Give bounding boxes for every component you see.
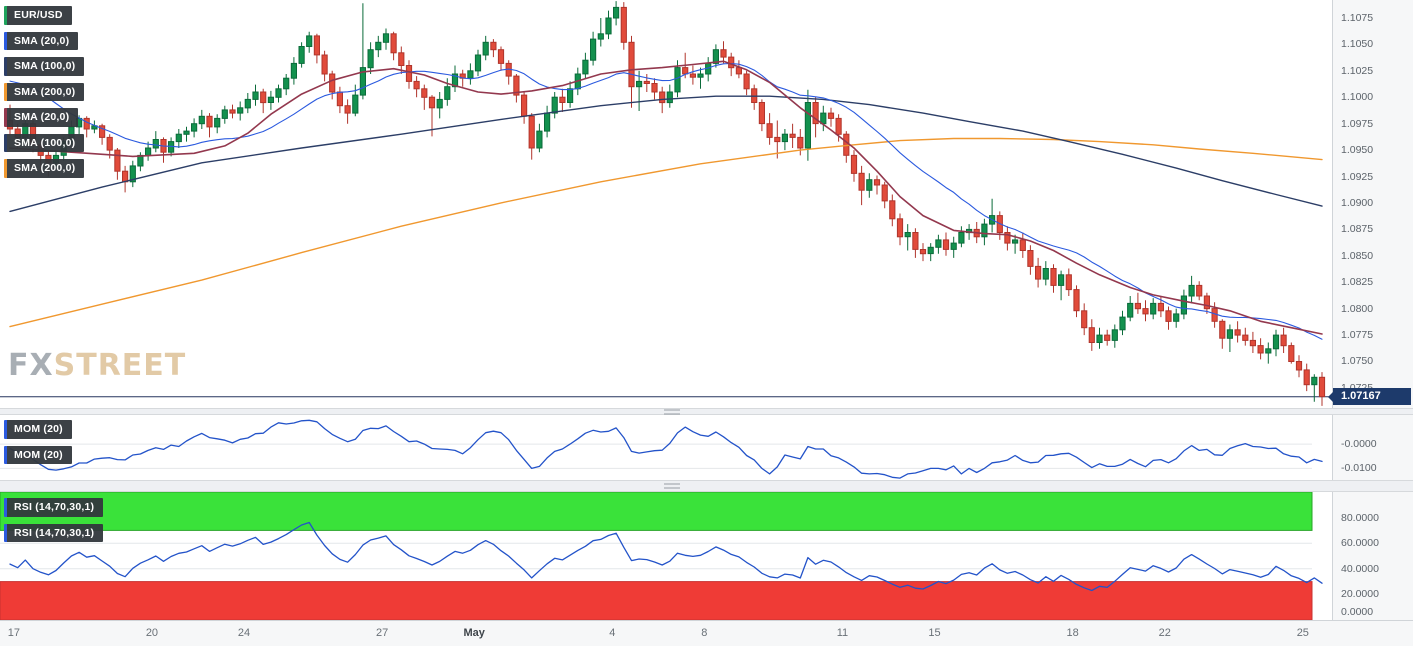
sma-200-badge[interactable]: SMA (200,0): [4, 82, 85, 101]
sma-20-badge[interactable]: SMA (20,0): [4, 31, 79, 50]
rsi-badge[interactable]: RSI (14,70,30,1): [4, 498, 104, 517]
price-axis[interactable]: [1332, 0, 1413, 620]
mom-badge[interactable]: MOM (20): [4, 420, 72, 439]
mom-badge-2[interactable]: MOM (20): [4, 445, 72, 464]
resize-grip-icon[interactable]: [664, 409, 680, 414]
time-axis[interactable]: [0, 620, 1413, 646]
fxstreet-watermark: FXSTREET: [8, 348, 186, 383]
rsi-legend: RSI (14,70,30,1) RSI (14,70,30,1): [4, 498, 104, 542]
resize-grip-icon[interactable]: [664, 483, 680, 489]
symbol-badge[interactable]: EUR/USD: [4, 6, 72, 25]
price-legend: EUR/USD SMA (20,0) SMA (100,0) SMA (200,…: [4, 6, 85, 178]
sma-20-badge-2[interactable]: SMA (20,0): [4, 108, 79, 127]
panel-divider-rsi[interactable]: [0, 480, 1413, 492]
sma-200-badge-2[interactable]: SMA (200,0): [4, 159, 85, 178]
watermark-street: STREET: [53, 348, 187, 383]
sma-100-badge-2[interactable]: SMA (100,0): [4, 133, 85, 152]
sma-100-badge[interactable]: SMA (100,0): [4, 57, 85, 76]
watermark-fx: FX: [8, 348, 54, 383]
momentum-legend: MOM (20) MOM (20): [4, 420, 72, 464]
current-price-badge: 1.07167: [1333, 388, 1411, 406]
rsi-badge-2[interactable]: RSI (14,70,30,1): [4, 523, 104, 542]
panel-divider-momentum[interactable]: [0, 408, 1413, 415]
